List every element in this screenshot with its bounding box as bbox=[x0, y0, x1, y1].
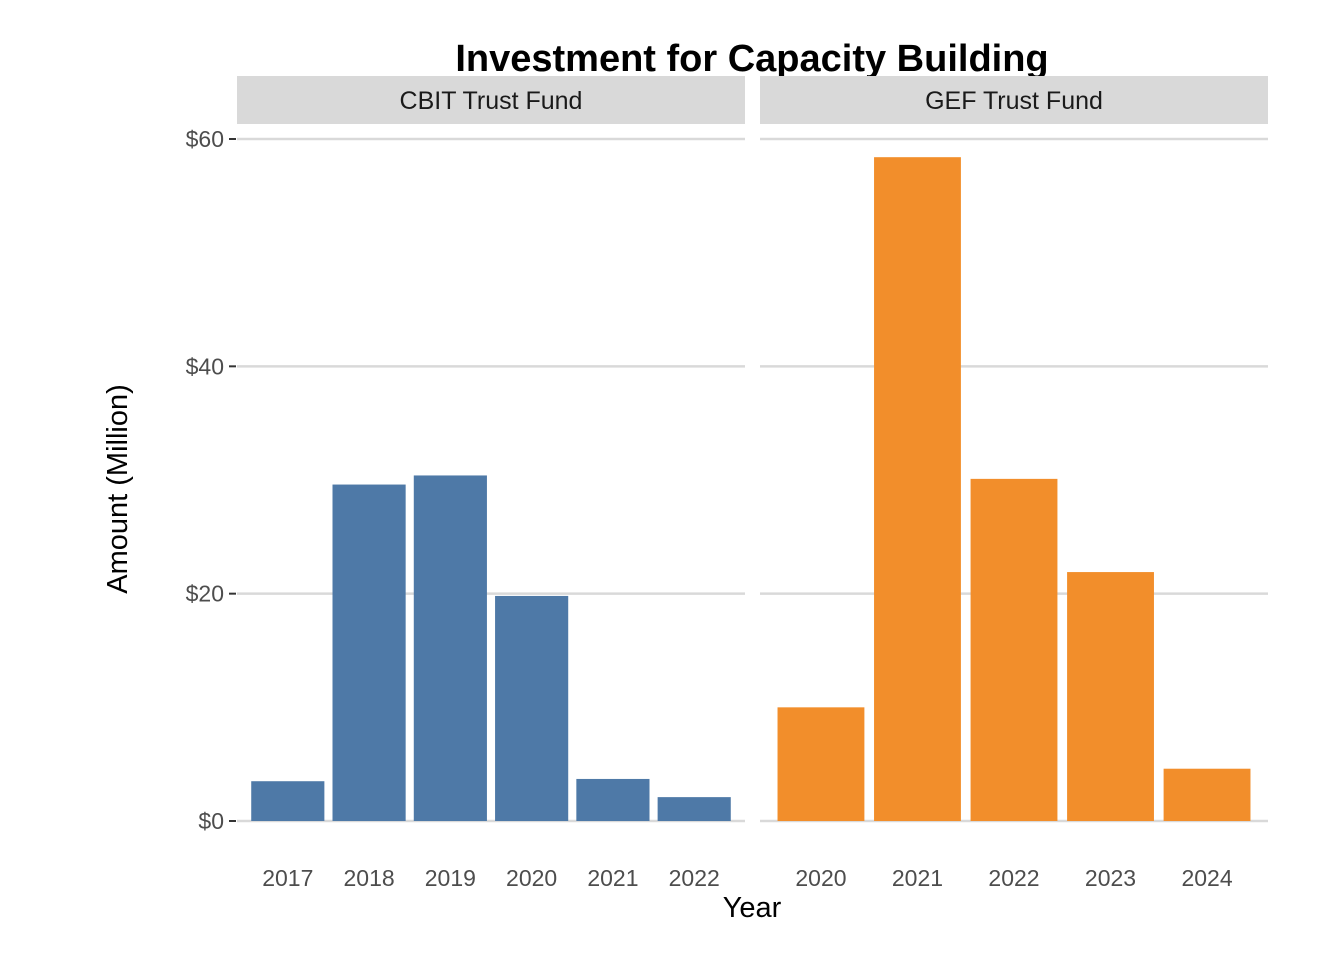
x-tick-label: 2021 bbox=[892, 865, 943, 891]
x-tick-labels: 2017 2018 2019 2020 2021 2022 bbox=[262, 865, 720, 891]
x-tick-label: 2017 bbox=[262, 865, 313, 891]
facet-gef: GEF Trust Fund 2020 2021 2022 2023 2024 bbox=[760, 76, 1268, 891]
bar-2020 bbox=[495, 595, 569, 821]
facet-strip bbox=[237, 76, 745, 124]
bar-2020 bbox=[777, 707, 865, 821]
bar-2017 bbox=[251, 781, 325, 821]
facet-strip bbox=[760, 76, 1268, 124]
facet-label: CBIT Trust Fund bbox=[400, 87, 583, 115]
facet-cbit: CBIT Trust Fund 2017 2018 2019 2020 2021 2022 bbox=[237, 76, 745, 891]
x-tick-label: 2020 bbox=[506, 865, 557, 891]
bar-2021 bbox=[874, 157, 961, 822]
x-tick-label: 2024 bbox=[1181, 865, 1232, 891]
x-axis-title: Year bbox=[723, 892, 782, 924]
x-tick-label: 2022 bbox=[988, 865, 1039, 891]
x-tick-label: 2021 bbox=[587, 865, 638, 891]
bar-2019 bbox=[413, 475, 487, 821]
bar-2024 bbox=[1163, 768, 1251, 821]
gridlines bbox=[237, 137, 745, 823]
x-tick-label: 2022 bbox=[669, 865, 720, 891]
bar-2023 bbox=[1067, 572, 1154, 821]
bar-2021 bbox=[576, 778, 650, 821]
x-tick-label: 2019 bbox=[425, 865, 476, 891]
y-tick-label: $0 bbox=[198, 808, 224, 834]
bars bbox=[251, 475, 731, 821]
x-tick-labels: 2020 2021 2022 2023 2024 bbox=[795, 865, 1232, 891]
bar-2022 bbox=[970, 478, 1058, 821]
facet-label: GEF Trust Fund bbox=[925, 87, 1103, 115]
y-tick-label: $40 bbox=[186, 353, 224, 379]
bars bbox=[777, 157, 1251, 822]
x-tick-label: 2020 bbox=[795, 865, 846, 891]
y-tick-label: $60 bbox=[186, 126, 224, 152]
chart-title: Investment for Capacity Building bbox=[455, 38, 1048, 80]
x-tick-label: 2023 bbox=[1085, 865, 1136, 891]
x-tick-label: 2018 bbox=[343, 865, 394, 891]
bar-2018 bbox=[332, 484, 406, 821]
bar-2022 bbox=[657, 797, 731, 821]
y-tick-label: $20 bbox=[186, 581, 224, 607]
y-axis: $0 $20 $40 $60 bbox=[186, 126, 236, 834]
y-axis-title: Amount (Million) bbox=[102, 384, 134, 594]
